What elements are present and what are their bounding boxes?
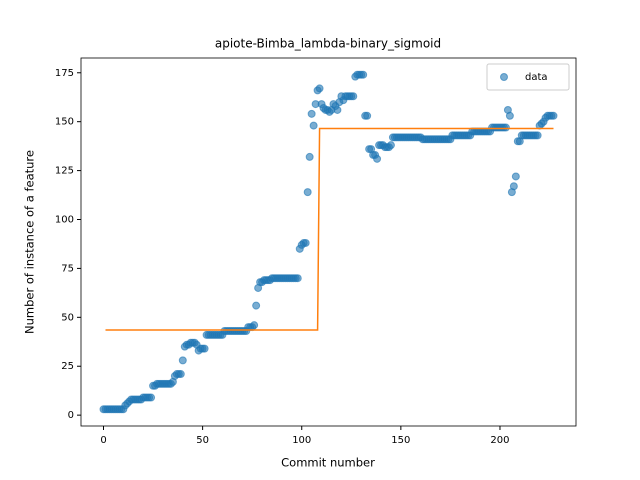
data-point (509, 182, 518, 191)
data-point (511, 172, 520, 181)
data-point (333, 105, 342, 114)
y-tick-label: 50 (61, 312, 74, 323)
legend-marker (500, 73, 508, 81)
data-point (147, 393, 156, 402)
data-point (505, 111, 514, 120)
chart-title: apiote-Bimba_lambda-binary_sigmoid (215, 37, 441, 51)
data-point (315, 84, 324, 93)
data-point (301, 238, 310, 247)
y-tick-label: 175 (55, 68, 74, 79)
data-point (176, 370, 185, 379)
data-point (386, 141, 395, 150)
y-tick-label: 0 (68, 410, 74, 421)
y-axis-label: Number of instance of a feature (23, 150, 37, 334)
x-tick-label: 50 (196, 435, 209, 446)
x-tick-label: 100 (292, 435, 311, 446)
data-point (549, 111, 558, 120)
y-tick-label: 100 (55, 215, 74, 226)
x-axis-label: Commit number (281, 456, 375, 470)
fit-line (105, 127, 554, 331)
data-point (250, 321, 259, 330)
x-tick-label: 150 (391, 435, 410, 446)
legend-box (486, 63, 570, 91)
y-tick-label: 25 (61, 361, 74, 372)
data-point (349, 92, 358, 101)
data-point (501, 123, 510, 132)
data-point (307, 109, 316, 118)
data-point (252, 301, 261, 310)
y-tick-label: 150 (55, 117, 74, 128)
y-tick-label: 75 (61, 263, 74, 274)
data-point (359, 70, 368, 79)
data-point (305, 152, 314, 161)
data-point (373, 154, 382, 163)
data-point (533, 131, 542, 140)
data-point (363, 111, 372, 120)
data-point (178, 356, 187, 365)
legend-label: data (525, 72, 548, 83)
y-tick-label: 125 (55, 166, 74, 177)
data-point (200, 344, 209, 353)
data-point (309, 121, 318, 130)
data-point (293, 274, 302, 283)
x-tick-label: 200 (490, 435, 509, 446)
x-tick-label: 0 (100, 435, 106, 446)
data-point (303, 188, 312, 197)
axes-frame (80, 57, 577, 427)
